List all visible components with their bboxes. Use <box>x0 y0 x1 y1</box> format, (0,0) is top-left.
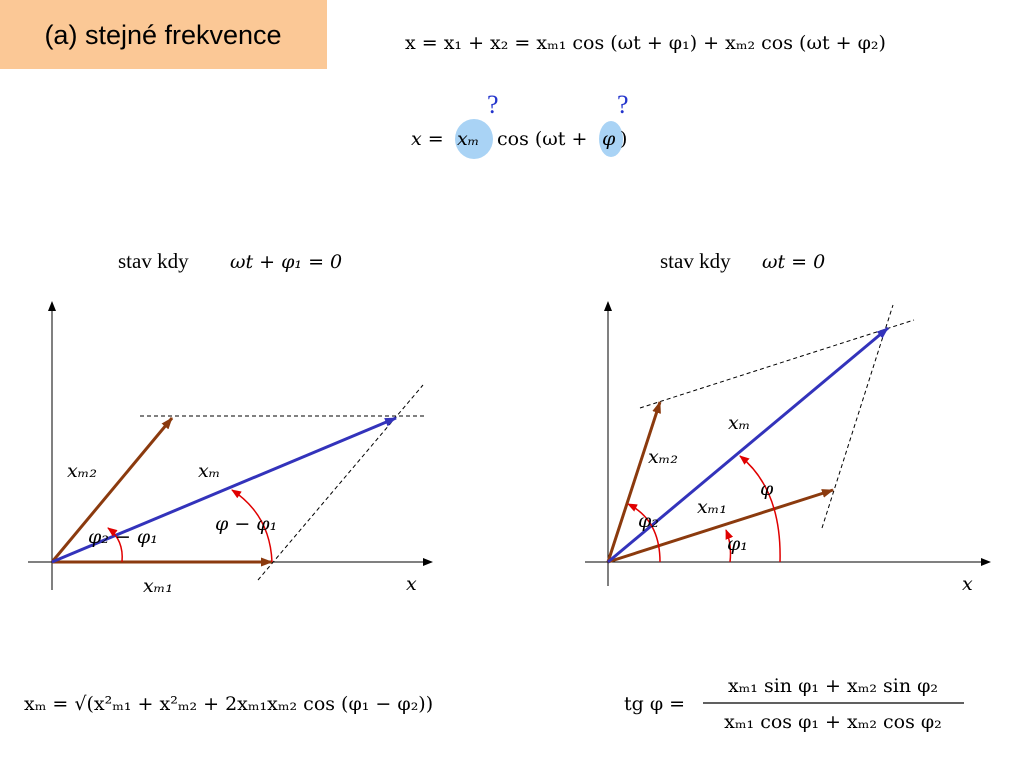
tangent-denominator: xₘ₁ cos φ₁ + xₘ₂ cos φ₂ <box>724 711 942 733</box>
equation-close: ) <box>620 128 627 150</box>
equation-middle: cos (ωt + <box>497 128 587 150</box>
title-box <box>0 0 327 69</box>
label: φ₂ − φ₁ <box>88 526 158 548</box>
label: x <box>962 573 973 595</box>
equation-amplitude: xₘ <box>457 128 479 150</box>
highlight <box>599 121 623 157</box>
condition: ωt = 0 <box>762 251 825 273</box>
label: x <box>406 573 417 595</box>
question-mark: ? <box>617 90 629 119</box>
condition: ωt + φ₁ = 0 <box>230 251 342 273</box>
slide-title: (a) stejné frekvence <box>44 20 281 50</box>
tangent-numerator: xₘ₁ sin φ₁ + xₘ₂ sin φ₂ <box>728 675 938 697</box>
label: φ₁ <box>727 533 748 555</box>
label: φ <box>760 478 774 500</box>
label: φ₂ <box>638 510 659 532</box>
caption: stav kdy <box>118 249 189 273</box>
label: xₘ₂ <box>67 460 97 482</box>
label: φ − φ₁ <box>215 513 277 535</box>
label: xₘ <box>728 412 750 434</box>
equation-sum: x = x₁ + x₂ = xₘ₁ cos (ωt + φ₁) + xₘ₂ co… <box>405 32 886 54</box>
equation-phase: φ <box>602 128 616 150</box>
label: xₘ₁ <box>697 496 727 518</box>
equation-amplitude-formula: xₘ = √(x²ₘ₁ + x²ₘ₂ + 2xₘ₁xₘ₂ cos (φ₁ − φ… <box>24 693 433 715</box>
label: xₘ₁ <box>143 575 173 597</box>
highlight <box>455 119 493 159</box>
label: xₘ₂ <box>648 446 678 468</box>
question-mark: ? <box>487 90 499 119</box>
equation-lhs: x = <box>411 128 444 150</box>
label: xₘ <box>198 460 220 482</box>
tangent-lhs: tg φ = <box>624 693 685 715</box>
caption: stav kdy <box>660 249 731 273</box>
